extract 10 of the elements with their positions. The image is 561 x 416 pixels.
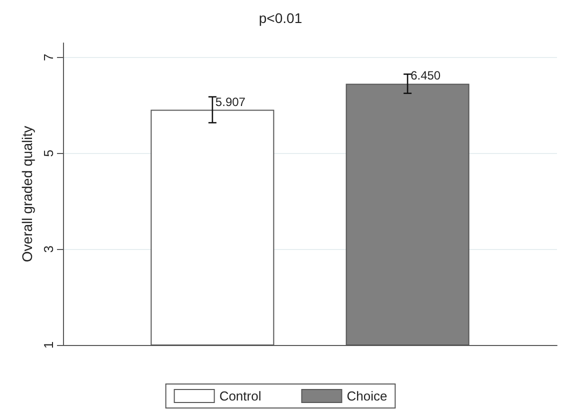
y-tick-label: 7 (41, 54, 56, 61)
legend-label: Control (219, 388, 262, 404)
legend-label: Choice (346, 388, 388, 404)
data-label: 5.907 (215, 94, 246, 109)
y-axis-title: Overall graded quality (19, 126, 36, 262)
y-tick-label: 1 (41, 341, 56, 349)
data-label: 6.450 (410, 68, 441, 83)
y-tick-label: 3 (41, 246, 56, 253)
chart-title: p<0.01 (258, 10, 302, 26)
y-tick-label: 5 (41, 150, 56, 157)
